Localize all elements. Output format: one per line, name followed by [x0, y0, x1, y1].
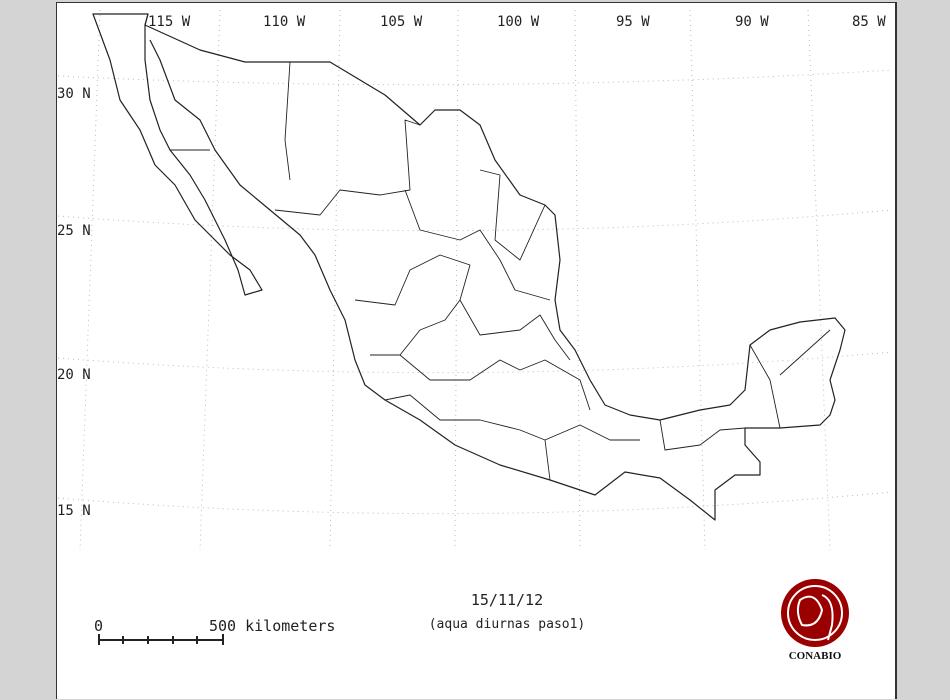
conabio-logo — [781, 579, 849, 647]
longitude-label: 115 W — [148, 14, 191, 30]
latitude-label: 25 N — [57, 223, 91, 239]
graticule-lat-30 — [57, 69, 893, 86]
state-borders — [170, 61, 831, 481]
graticule-lon-110 — [199, 9, 221, 551]
latitude-label: 20 N — [57, 367, 91, 383]
graticule-lon-90 — [689, 9, 706, 551]
map-date: 15/11/12 — [470, 591, 544, 609]
baja-california-outline — [92, 13, 263, 296]
mexico-mainland-outline — [144, 13, 846, 521]
graticule-lon-115 — [79, 9, 101, 551]
graticule-lon-100 — [454, 9, 459, 551]
scale-bar — [98, 634, 224, 645]
graticule-lon-95 — [574, 9, 581, 551]
scale-start-label: 0 — [94, 617, 104, 635]
graticule-lon-85 — [807, 9, 831, 551]
latitude-label: 30 N — [57, 86, 91, 102]
longitude-label: 90 W — [735, 14, 769, 30]
longitude-label: 100 W — [497, 14, 540, 30]
map-subtitle: (aqua diurnas paso1) — [428, 617, 586, 632]
scale-end-label: 500 kilometers — [209, 617, 336, 635]
graticule-lat-25 — [57, 209, 893, 232]
latitude-label: 15 N — [57, 503, 91, 519]
longitude-label: 105 W — [380, 14, 423, 30]
graticule-lat-15 — [57, 491, 893, 515]
longitude-label: 95 W — [616, 14, 650, 30]
graticule-lon-105 — [329, 9, 341, 551]
longitude-label: 110 W — [263, 14, 306, 30]
graticule — [57, 9, 893, 551]
map-frame — [56, 2, 897, 699]
longitude-label: 85 W — [852, 14, 886, 30]
graticule-lat-20 — [57, 351, 893, 374]
logo-text: CONABIO — [788, 650, 842, 662]
